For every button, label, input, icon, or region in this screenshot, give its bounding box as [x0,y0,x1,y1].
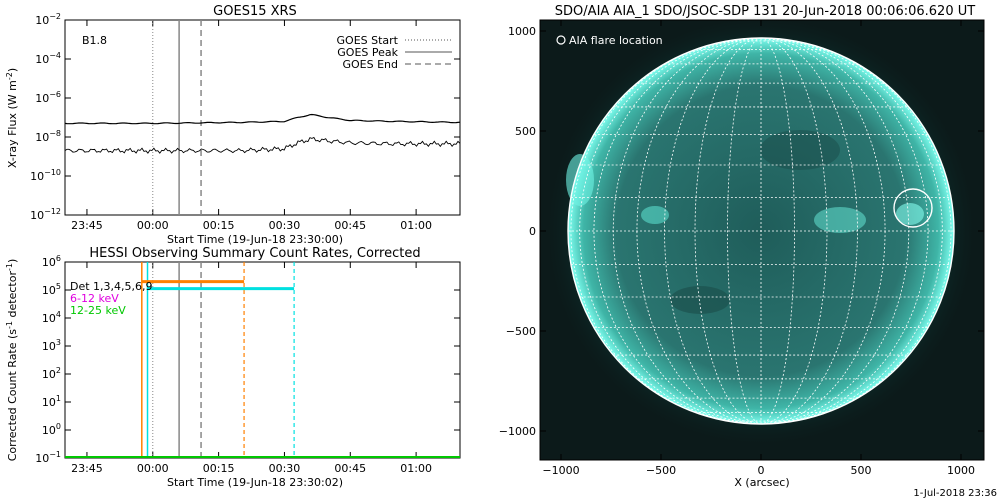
sun-xlabel: X (arcsec) [734,476,789,489]
sun-longitude-line [593,37,762,425]
goes-x-tick-label: 01:00 [400,219,432,232]
sun-longitude-line [760,37,929,425]
sun-x-axis: −1000 −500 0 500 1000 [542,20,975,477]
goes-series-short [64,136,461,154]
goes-y-tick-label: 10−6 [35,90,61,105]
sun-y-tick-label: −1000 [499,425,536,438]
goes-ylabel: X-ray Flux (W m-2) [5,68,19,168]
goes-x-tick-label: 00:00 [137,219,169,232]
sun-x-tick-label: −500 [646,464,676,477]
sun-x-tick-label: −1000 [542,464,579,477]
goes-x-tick-label: 00:45 [334,219,366,232]
goes-y-tick-label: 10−12 [30,207,61,222]
hessi-y-tick-label: 106 [42,254,61,269]
hessi-legend-label: 6-12 keV [70,292,119,305]
hessi-legend-label: 12-25 keV [70,304,126,317]
goes-y-axis: 10−2 10−4 10−6 10−8 10−10 10−12 [30,12,460,222]
sun-longitude-line [727,37,762,425]
hessi-y-tick-label: 105 [42,282,61,297]
goes-x-tick-label: 00:30 [269,219,301,232]
hessi-x-tick-label: 00:30 [269,462,301,475]
goes-y-tick-label: 10−10 [30,168,61,183]
sun-longitude-line [760,37,858,425]
hessi-x-tick-label: 00:45 [334,462,366,475]
goes-y-tick-label: 10−2 [35,12,61,27]
sun-coordinate-grid [568,37,954,425]
hessi-y-tick-label: 102 [42,366,61,381]
flare-legend-label: AIA flare location [569,34,663,47]
sun-longitude-line [760,37,943,425]
sun-plot-frame [539,19,985,461]
goes-plot-frame [64,19,461,216]
sun-title: SDO/AIA AIA_1 SDO/JSOC-SDP 131 20-Jun-20… [555,4,975,19]
sun-panel: SDO/AIA AIA_1 SDO/JSOC-SDP 131 20-Jun-20… [499,4,985,489]
hessi-y-tick-label: 100 [42,422,61,437]
hessi-y-tick-label: 10−1 [35,450,61,465]
goes-x-axis: 23:45 00:00 00:15 00:30 00:45 01:00 [71,20,432,232]
goes-legend-label: GOES End [342,58,398,71]
goes-y-tick-label: 10−8 [35,129,61,144]
hessi-y-tick-label: 104 [42,310,61,325]
goes-legend-label: GOES Peak [337,46,398,59]
goes-time-markers [152,20,202,215]
sun-y-tick-label: −500 [506,325,536,338]
sun-x-tick-label: 0 [758,464,765,477]
sun-longitude-line [760,37,886,425]
hessi-x-tick-label: 01:00 [400,462,432,475]
sun-longitude-line [760,37,910,425]
hessi-y-tick-label: 103 [42,338,61,353]
goes-xlabel: Start Time (19-Jun-18 23:30:00) [167,233,343,246]
sun-longitude-line [760,37,795,425]
sun-longitude-line [612,37,762,425]
sun-longitude-line [664,37,762,425]
hessi-legend-label: Det 1,3,4,5,6,9 [70,280,153,293]
goes-annotation: B1.8 [82,34,107,47]
goes-legend-label: GOES Start [337,34,399,47]
sun-y-tick-label: 500 [515,125,536,138]
flare-legend-symbol [556,35,566,45]
sun-x-tick-label: 1000 [947,464,975,477]
hessi-ylabel: Corrected Count Rate (s-1 detector-1) [5,259,19,462]
hessi-marks [65,262,460,458]
footer-timestamp: 1-Jul-2018 23:36 [913,488,997,499]
goes-title: GOES15 XRS [213,4,297,19]
sun-limb-brightening [566,154,594,206]
flare-location-marker [893,188,933,228]
hessi-title: HESSI Observing Summary Count Rates, Cor… [89,246,420,261]
goes-series-long [64,113,461,125]
hessi-y-tick-label: 101 [42,394,61,409]
hessi-panel: HESSI Observing Summary Count Rates, Cor… [5,246,461,489]
hessi-x-axis: 23:45 00:00 00:15 00:30 00:45 01:00 [71,262,432,475]
hessi-x-tick-label: 23:45 [71,462,103,475]
sun-x-tick-label: 500 [851,464,872,477]
goes-panel: GOES15 XRS 10−2 10−4 10−6 10−8 10−10 10−12 23… [5,4,461,246]
hessi-x-tick-label: 00:15 [203,462,235,475]
sun-longitude-line [636,37,762,425]
sun-y-axis: 1000 500 0 −500 −1000 [499,25,984,438]
sun-y-tick-label: 1000 [508,25,536,38]
sun-y-tick-label: 0 [529,225,536,238]
hessi-xlabel: Start Time (19-Jun-18 23:30:02) [167,476,343,489]
goes-y-tick-label: 10−4 [35,51,61,66]
goes-x-tick-label: 00:15 [203,219,235,232]
sun-longitude-line [579,37,762,425]
goes-x-tick-label: 23:45 [71,219,103,232]
sun-limb [567,37,955,425]
hessi-x-tick-label: 00:00 [137,462,169,475]
sun-active-regions [641,130,924,314]
goes-series [64,113,461,154]
